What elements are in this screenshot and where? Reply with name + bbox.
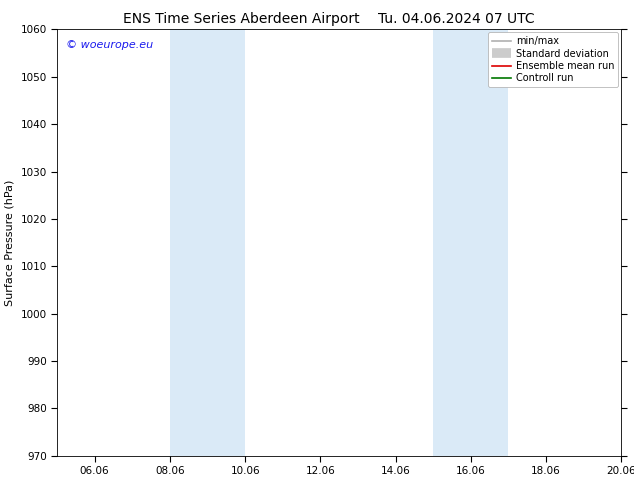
Bar: [433, 29, 508, 456]
Legend: min/max, Standard deviation, Ensemble mean run, Controll run: min/max, Standard deviation, Ensemble me…: [488, 32, 618, 87]
Bar: [170, 29, 245, 456]
Y-axis label: Surface Pressure (hPa): Surface Pressure (hPa): [5, 179, 15, 306]
Text: © woeurope.eu: © woeurope.eu: [65, 40, 153, 50]
Text: ENS Time Series Aberdeen Airport: ENS Time Series Aberdeen Airport: [122, 12, 359, 26]
Text: Tu. 04.06.2024 07 UTC: Tu. 04.06.2024 07 UTC: [378, 12, 535, 26]
